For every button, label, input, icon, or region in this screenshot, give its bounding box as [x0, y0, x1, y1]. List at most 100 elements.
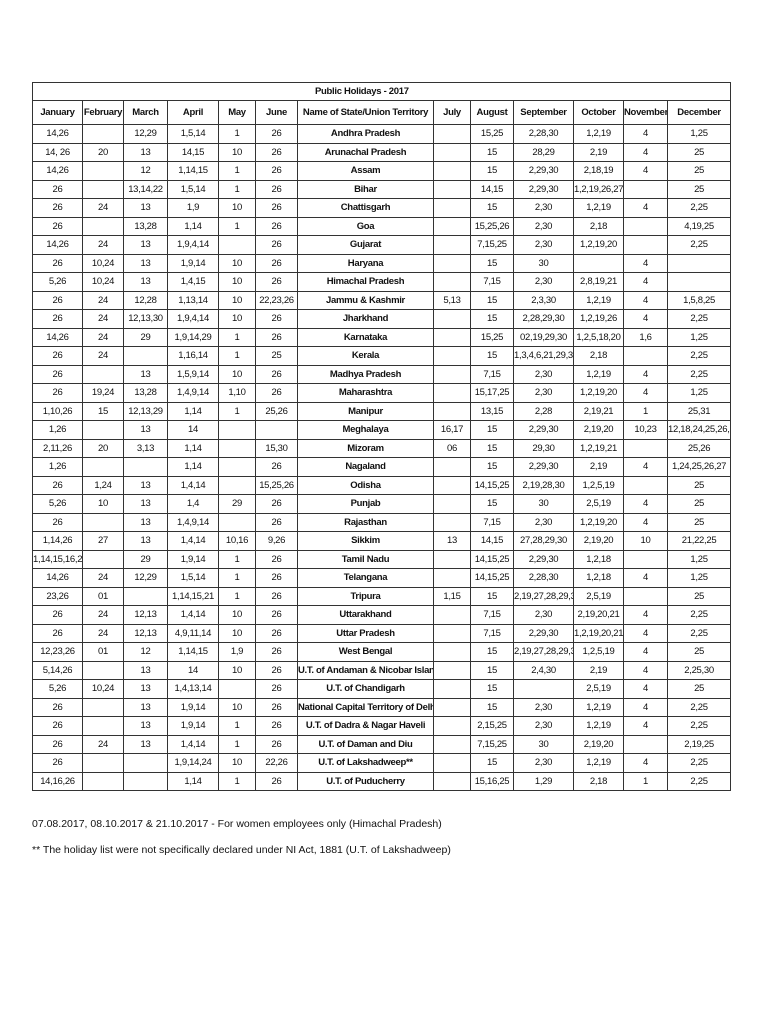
holiday-dates-cell: 4 — [623, 623, 668, 643]
holiday-dates-cell: 29,30 — [513, 438, 574, 458]
holiday-dates-cell: 25,26 — [666, 438, 732, 458]
holiday-dates-cell: 2,11,26 — [32, 438, 83, 458]
holiday-dates-cell: 2,25 — [666, 198, 732, 218]
holiday-dates-cell: 12,13,29 — [123, 401, 168, 421]
table-row: 26 24 1,16,14 1 25 Kerala 15 1,3,4,6,21,29,30 2,… — [32, 346, 732, 366]
holiday-dates-cell: 27,28,29,30 — [513, 531, 574, 551]
holiday-dates-cell: 1,2,19 — [573, 124, 624, 144]
holiday-dates-cell: 10,23 — [623, 420, 668, 440]
holiday-dates-cell: 24 — [82, 327, 124, 347]
holiday-dates-cell: 25 — [666, 512, 732, 532]
holiday-dates-cell: 2,18 — [573, 771, 624, 791]
state-name-cell: Tripura — [297, 586, 434, 606]
holiday-dates-cell: 14,15 — [167, 142, 219, 162]
holiday-dates-cell — [433, 512, 471, 532]
column-header: December — [666, 100, 732, 125]
holiday-dates-cell: 1 — [218, 716, 256, 736]
holiday-dates-cell: 12 — [123, 642, 168, 662]
holiday-dates-cell: 16,17 — [433, 420, 471, 440]
holiday-dates-cell: 4 — [623, 290, 668, 310]
table-row: 26 13 1,5,9,14 10 26 Madhya Pradesh 7,15 2,30 1,… — [32, 364, 732, 384]
holiday-dates-cell: 26 — [255, 142, 298, 162]
holiday-dates-cell: 15,25,26 — [255, 475, 298, 495]
table-row: 26 10,24 13 1,9,14 10 26 Haryana 15 30 4 — [32, 253, 732, 273]
holiday-dates-cell: 4 — [623, 198, 668, 218]
table-row: 1,14,26 27 13 1,4,14 10,16 9,26 Sikkim 13 14,15 2… — [32, 531, 732, 551]
holiday-dates-cell: 15 — [470, 697, 514, 717]
holiday-dates-cell: 10 — [218, 605, 256, 625]
holiday-dates-cell: 1 — [218, 216, 256, 236]
holiday-dates-cell: 1,5,9,14 — [167, 364, 219, 384]
holiday-dates-cell: 2,25 — [666, 697, 732, 717]
holiday-dates-cell: 25 — [666, 179, 732, 199]
column-header: October — [573, 100, 624, 125]
holiday-dates-cell: 22,26 — [255, 753, 298, 773]
holiday-dates-cell: 26 — [32, 383, 83, 403]
holiday-dates-cell: 26 — [32, 290, 83, 310]
holiday-dates-cell: 10 — [218, 364, 256, 384]
holiday-dates-cell — [623, 586, 668, 606]
holiday-dates-cell — [433, 235, 471, 255]
table-row: 14,16,26 1,14 1 26 U.T. of Puducherry 15,16,2… — [32, 771, 732, 791]
holiday-dates-cell: 15 — [470, 660, 514, 680]
holiday-dates-cell: 1,6 — [623, 327, 668, 347]
holiday-dates-cell: 15,25 — [470, 124, 514, 144]
holiday-dates-cell: 13 — [123, 512, 168, 532]
holiday-dates-cell — [433, 753, 471, 773]
holiday-dates-cell: 13,14,22 — [123, 179, 168, 199]
holiday-dates-cell: 23,26 — [32, 586, 83, 606]
holiday-dates-cell: 1 — [218, 771, 256, 791]
holiday-dates-cell — [573, 253, 624, 273]
holiday-dates-cell: 4 — [623, 660, 668, 680]
column-header: September — [513, 100, 574, 125]
holiday-dates-cell: 1 — [218, 179, 256, 199]
holiday-dates-cell: 1,16,14 — [167, 346, 219, 366]
holiday-dates-cell — [82, 161, 124, 181]
holiday-dates-cell — [82, 753, 124, 773]
holiday-dates-cell: 15 — [470, 161, 514, 181]
holiday-dates-cell: 29 — [123, 549, 168, 569]
holiday-dates-cell: 15 — [470, 679, 514, 699]
holiday-dates-cell — [433, 198, 471, 218]
holiday-dates-cell: 26 — [255, 383, 298, 403]
holiday-dates-cell: 4 — [623, 309, 668, 329]
holiday-dates-cell: 15,25 — [470, 327, 514, 347]
table-body: 14,26 12,29 1,5,14 1 26 Andhra Pradesh 15,25 2,… — [32, 124, 732, 791]
holiday-dates-cell: 26 — [32, 697, 83, 717]
holiday-dates-cell: 14 — [167, 420, 219, 440]
holiday-dates-cell: 26 — [32, 475, 83, 495]
holiday-dates-cell: 24 — [82, 734, 124, 754]
holiday-dates-cell: 1,14 — [167, 216, 219, 236]
holiday-dates-cell: 2,18 — [573, 346, 624, 366]
column-header: June — [255, 100, 298, 125]
state-name-cell: Himachal Pradesh — [297, 272, 434, 292]
holiday-dates-cell: 13 — [123, 253, 168, 273]
holiday-dates-cell: 4 — [623, 642, 668, 662]
holiday-dates-cell: 1 — [218, 586, 256, 606]
holiday-dates-cell: 26 — [32, 753, 83, 773]
column-header: Name of State/Union Territory — [297, 100, 434, 125]
state-name-cell: U.T. of Dadra & Nagar Haveli — [297, 716, 434, 736]
holiday-dates-cell: 13 — [123, 272, 168, 292]
holiday-dates-cell: 5,26 — [32, 679, 83, 699]
holiday-dates-cell: 14,15,25 — [470, 549, 514, 569]
table-row: 26 13 1,9,14 10 26 National Capital Territory… — [32, 697, 732, 717]
holiday-dates-cell: 14,15 — [470, 531, 514, 551]
state-name-cell: Maharashtra — [297, 383, 434, 403]
holiday-dates-cell: 10 — [623, 531, 668, 551]
state-name-cell: Meghalaya — [297, 420, 434, 440]
holiday-dates-cell: 1,14,15 — [167, 642, 219, 662]
holiday-dates-cell: 13 — [123, 697, 168, 717]
holiday-dates-cell — [82, 660, 124, 680]
holiday-dates-cell: 1,9,14 — [167, 697, 219, 717]
holiday-dates-cell — [433, 124, 471, 144]
holiday-dates-cell: 3,13 — [123, 438, 168, 458]
holiday-dates-cell: 26 — [255, 512, 298, 532]
holiday-dates-cell: 2,4,30 — [513, 660, 574, 680]
holiday-dates-cell: 15 — [470, 198, 514, 218]
holiday-dates-cell: 26 — [32, 734, 83, 754]
holiday-dates-cell: 2,19,20 — [573, 420, 624, 440]
column-header: August — [470, 100, 514, 125]
holiday-dates-cell: 1 — [218, 568, 256, 588]
holiday-dates-cell: 1,9,14,29 — [167, 327, 219, 347]
